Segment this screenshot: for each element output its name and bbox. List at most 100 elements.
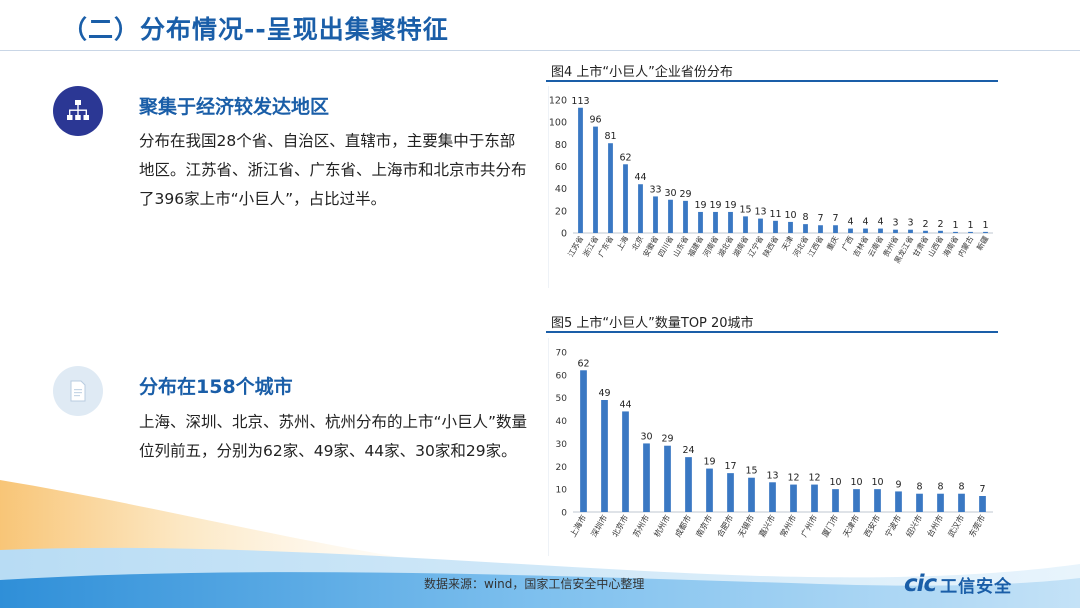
chart2-title: 图5 上市“小巨人”数量TOP 20城市 [551,316,754,331]
province-data-label: 1 [967,220,973,231]
province-bar [713,211,718,233]
section2-body: 上海、深圳、北京、苏州、杭州分布的上市“小巨人”数量位列前五，分别为62家、49… [139,413,528,460]
city-ytick-label: 10 [556,486,568,496]
city-bar-chart: 01020304050607062上海市49深圳市44北京市30苏州市29杭州市… [556,349,993,539]
city-bar [706,468,713,512]
province-bar [743,216,748,233]
province-data-label: 15 [739,204,751,215]
province-ytick-label: 20 [555,206,567,217]
section1-heading: 聚集于经济较发达地区 [139,96,330,118]
section1-body: 分布在我国28个省、自治区、直辖市，主要集中于东部地区。江苏省、浙江省、广东省、… [139,132,527,208]
city-bar [853,489,860,512]
city-data-label: 10 [850,477,862,488]
city-data-label: 30 [640,431,652,442]
province-data-label: 3 [892,218,898,229]
province-bar [953,231,958,233]
city-bar [727,473,734,512]
province-chart-panel: 0 20 40 60 80 100 120 113 江苏省 96 浙江省 81 广东省 62 上海 44 北京 3… [548,86,996,288]
province-data-label: 7 [832,213,838,224]
province-bar [968,231,973,233]
province-bar [638,184,643,233]
province-data-label: 3 [907,218,913,229]
province-data-label: 4 [862,217,868,228]
province-data-label: 10 [784,210,796,221]
city-data-label: 19 [703,457,715,468]
province-bar [863,228,868,233]
city-ytick-label: 0 [561,509,567,519]
province-data-label: 19 [709,200,721,211]
province-bar [773,220,778,233]
city-data-label: 10 [829,477,841,488]
cic-logo: cic 工信安全 [904,571,1012,597]
city-ytick-label: 60 [556,371,568,381]
city-bar [874,489,881,512]
province-data-label: 11 [769,209,781,220]
city-data-label: 7 [979,484,985,495]
province-data-label: 62 [619,152,631,163]
city-bar [811,484,818,512]
province-data-label: 1 [952,220,958,231]
province-data-label: 13 [754,207,766,218]
city-bar [937,493,944,512]
city-data-label: 8 [916,482,922,493]
city-data-label: 17 [724,461,736,472]
city-bar [601,400,608,512]
province-data-label: 29 [679,189,691,200]
province-bar [893,229,898,233]
province-bar [878,228,883,233]
city-bar [685,457,692,512]
province-ytick-label: 100 [549,118,567,129]
province-bar [938,230,943,233]
city-data-label: 9 [895,479,901,490]
page-title: （二）分布情况--呈现出集聚特征 [62,15,449,44]
province-bar [788,221,793,233]
province-data-label: 33 [649,184,661,195]
city-bar [748,477,755,512]
city-data-label: 13 [766,470,778,481]
city-bar [622,411,629,512]
city-bar [643,443,650,512]
province-bar [848,228,853,233]
province-bar [653,196,658,233]
province-bar [803,224,808,233]
province-category-label: 内蒙古 [955,234,975,259]
province-bar [623,164,628,233]
province-data-label: 7 [817,213,823,224]
section2-heading: 分布在158个城市 [139,376,293,398]
city-data-label: 8 [937,482,943,493]
province-bar [698,211,703,233]
city-bar [664,445,671,512]
logo-mark: cic [904,571,937,597]
city-chart-panel: 0 10 20 30 40 50 60 70 62 上海市 49 深圳市 44 北京市 30 苏州市 29 杭州市… [548,338,996,556]
province-category-label: 新疆 [974,234,990,252]
province-data-label: 81 [604,131,616,142]
city-data-label: 8 [958,482,964,493]
province-bar [908,229,913,233]
province-bar [593,126,598,233]
province-category-label: 广东省 [595,234,615,259]
city-ytick-label: 20 [556,463,568,473]
city-bar [580,370,587,512]
province-bar [668,199,673,233]
city-ytick-label: 50 [556,394,568,404]
province-data-label: 19 [724,200,736,211]
city-bar [979,496,986,512]
city-data-label: 12 [808,473,820,484]
city-bar [895,491,902,512]
province-bar [983,231,988,233]
province-ytick-label: 0 [561,229,567,240]
province-category-label: 上海 [614,234,630,252]
city-ytick-label: 70 [556,349,568,359]
data-source-note: 数据来源：wind，国家工信安全中心整理 [424,577,645,591]
province-category-label: 重庆 [824,234,840,252]
city-data-label: 10 [871,477,883,488]
chart1-title: 图4 上市“小巨人”企业省份分布 [551,65,733,80]
province-data-label: 113 [571,96,589,107]
bottom-wave-decoration [0,480,1080,608]
province-ytick-label: 60 [555,162,567,173]
province-data-label: 2 [937,219,943,230]
city-data-label: 15 [745,466,757,477]
city-bar [832,489,839,512]
chart1-title-rule [546,80,998,82]
city-bar [916,493,923,512]
